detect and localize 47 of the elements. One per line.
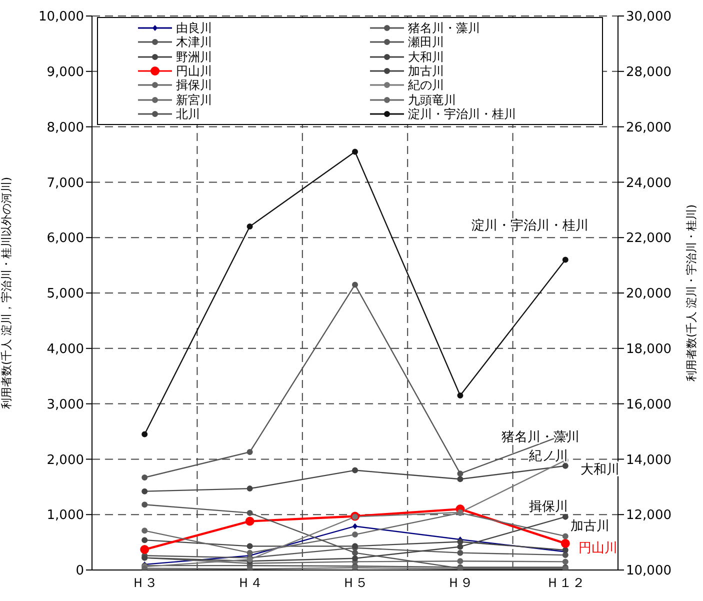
y-tick-label: 4,000: [46, 342, 84, 358]
y2-tick-label: 20,000: [626, 286, 672, 302]
annotation: 揖保川: [528, 499, 568, 514]
y-tick-label: 0: [76, 564, 84, 579]
annotation: 加古川: [570, 518, 610, 534]
y2-tick-label: 14,000: [626, 452, 672, 468]
y2-tick-label: 10,000: [626, 564, 672, 579]
legend-label: 紀の川: [408, 78, 444, 92]
legend-label: 揖保川: [176, 78, 212, 92]
y2-tick-label: 28,000: [626, 65, 672, 80]
legend-label: 九頭竜川: [408, 92, 456, 107]
x-tick-label: Ｈ９: [447, 576, 474, 592]
y-tick-label: 1,000: [46, 508, 84, 524]
y-axis-title: 利用者数(千人 淀川，宇治川・桂川以外の河川): [0, 176, 13, 410]
y2-tick-label: 18,000: [626, 342, 672, 358]
legend-label: 野洲川: [176, 50, 212, 64]
x-tick-label: Ｈ１２: [546, 576, 585, 592]
x-tick-label: Ｈ３: [132, 576, 158, 592]
annotation: 淀川・宇治川・桂川: [472, 218, 588, 234]
y2-tick-label: 30,000: [626, 10, 672, 25]
legend-label: 北川: [176, 106, 200, 121]
y2-axis-title: 利用者数(千人 淀川・宇治川・桂川): [684, 204, 698, 382]
y-tick-label: 6,000: [46, 231, 84, 246]
y2-tick-label: 26,000: [626, 120, 672, 136]
legend-label: 瀬田川: [408, 35, 444, 50]
legend-label: 猪名川・藻川: [408, 21, 480, 36]
annotation: 円山川: [578, 540, 618, 556]
y2-tick-label: 22,000: [626, 231, 672, 246]
y-tick-label: 3,000: [46, 397, 84, 412]
y-tick-label: 10,000: [38, 10, 84, 25]
x-tick-label: Ｈ５: [342, 576, 368, 592]
legend-label: 大和川: [408, 50, 444, 64]
x-tick-label: Ｈ４: [236, 576, 263, 592]
y-tick-label: 2,000: [46, 452, 84, 468]
legend-label: 木津川: [176, 35, 212, 50]
legend-label: 加古川: [408, 64, 444, 78]
y-tick-label: 7,000: [46, 176, 84, 191]
legend-label: 新宮川: [176, 92, 212, 107]
y-tick-label: 8,000: [46, 120, 84, 136]
y2-tick-label: 12,000: [626, 508, 672, 524]
y-tick-label: 5,000: [46, 286, 84, 302]
y2-tick-label: 24,000: [626, 176, 672, 191]
y2-tick-label: 16,000: [626, 397, 672, 412]
legend-label: 円山川: [176, 64, 212, 78]
legend-label: 由良川: [176, 21, 212, 36]
legend-label: 淀川・宇治川・桂川: [408, 106, 516, 121]
y-tick-label: 9,000: [46, 65, 84, 80]
